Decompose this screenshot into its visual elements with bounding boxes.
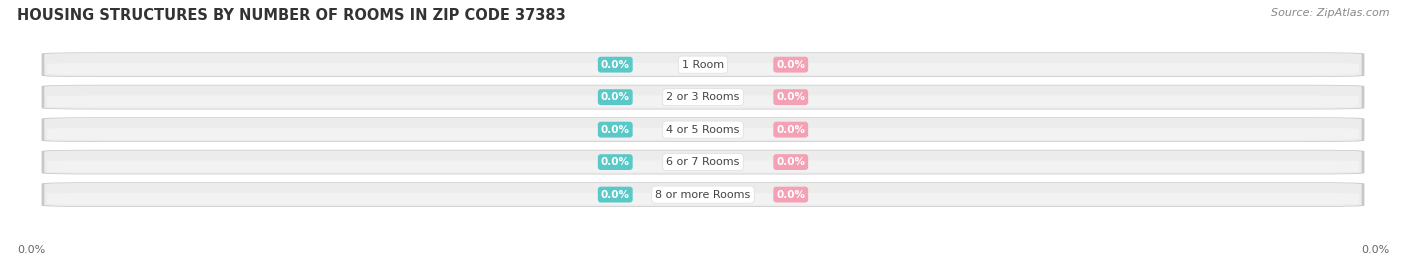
FancyBboxPatch shape [45, 86, 1361, 109]
Text: 0.0%: 0.0% [776, 190, 806, 200]
Text: 8 or more Rooms: 8 or more Rooms [655, 190, 751, 200]
Text: 0.0%: 0.0% [600, 157, 630, 167]
FancyBboxPatch shape [46, 95, 1360, 107]
FancyBboxPatch shape [46, 193, 1360, 205]
Text: 0.0%: 0.0% [17, 245, 45, 255]
FancyBboxPatch shape [42, 117, 1364, 142]
FancyBboxPatch shape [46, 161, 1360, 172]
FancyBboxPatch shape [45, 53, 1361, 76]
FancyBboxPatch shape [45, 183, 1361, 206]
Text: 0.0%: 0.0% [600, 60, 630, 70]
Text: 0.0%: 0.0% [600, 92, 630, 102]
FancyBboxPatch shape [46, 63, 1360, 75]
FancyBboxPatch shape [45, 118, 1361, 141]
FancyBboxPatch shape [45, 150, 1361, 174]
Text: 0.0%: 0.0% [1361, 245, 1389, 255]
Text: 6 or 7 Rooms: 6 or 7 Rooms [666, 157, 740, 167]
Text: Source: ZipAtlas.com: Source: ZipAtlas.com [1271, 8, 1389, 18]
FancyBboxPatch shape [46, 128, 1360, 140]
Text: 0.0%: 0.0% [776, 60, 806, 70]
FancyBboxPatch shape [42, 150, 1364, 175]
Text: 0.0%: 0.0% [600, 125, 630, 134]
Text: 0.0%: 0.0% [776, 92, 806, 102]
Text: 1 Room: 1 Room [682, 60, 724, 70]
Text: 2 or 3 Rooms: 2 or 3 Rooms [666, 92, 740, 102]
FancyBboxPatch shape [42, 85, 1364, 109]
Text: 0.0%: 0.0% [776, 125, 806, 134]
FancyBboxPatch shape [42, 182, 1364, 207]
Text: 0.0%: 0.0% [600, 190, 630, 200]
Text: 0.0%: 0.0% [776, 157, 806, 167]
Text: 4 or 5 Rooms: 4 or 5 Rooms [666, 125, 740, 134]
FancyBboxPatch shape [42, 52, 1364, 77]
Text: HOUSING STRUCTURES BY NUMBER OF ROOMS IN ZIP CODE 37383: HOUSING STRUCTURES BY NUMBER OF ROOMS IN… [17, 8, 565, 23]
